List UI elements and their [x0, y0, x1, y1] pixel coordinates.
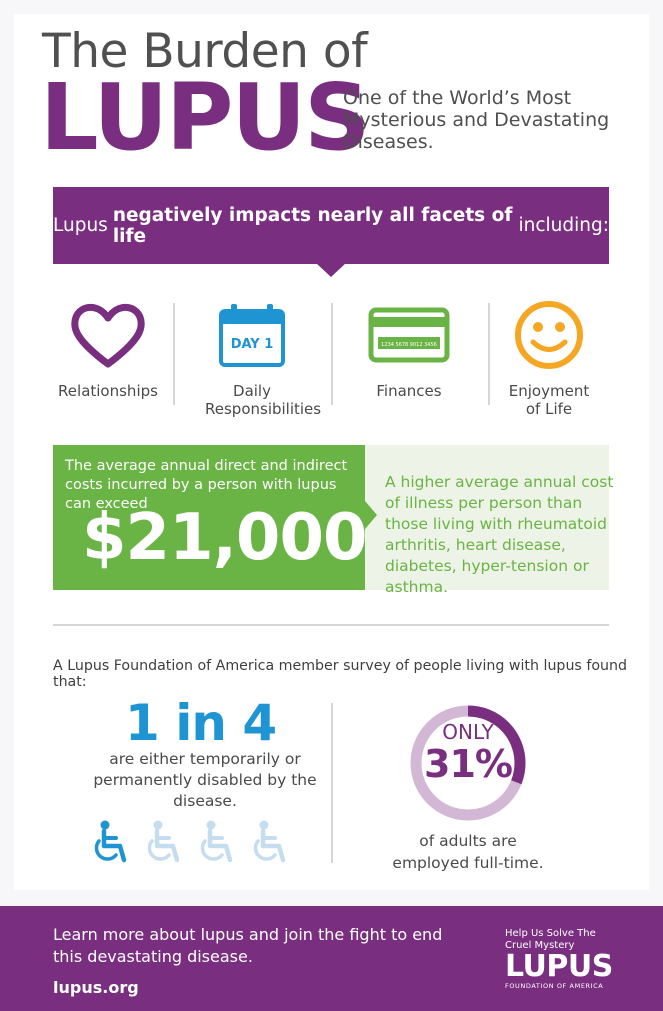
logo-wordmark: LUPUS: [505, 949, 613, 984]
cost-comparison-panel: A higher average annual cost of illness …: [365, 445, 613, 596]
cost-description: The average annual direct and indirect c…: [65, 458, 348, 512]
cost-pointer: [365, 501, 377, 529]
facet-divider: [173, 303, 175, 405]
employment-description: of adults are employed full-time.: [392, 832, 544, 872]
heart-icon: [33, 300, 183, 370]
footer-cta: Learn more about lupus and join the figh…: [53, 925, 443, 966]
facet-label: Daily Responsibilities: [205, 382, 322, 418]
logo-tagline: Help Us Solve The Cruel Mystery: [505, 928, 596, 951]
facet-finances: 1234 5678 9012 3456 Finances: [334, 300, 484, 400]
facet-label: Enjoyment of Life: [508, 382, 590, 418]
cost-comparison: A higher average annual cost of illness …: [385, 473, 614, 596]
cost-amount: $21,000: [82, 501, 367, 575]
subtitle: One of the World’s Most Mysterious and D…: [343, 87, 610, 153]
facet-label: Relationships: [58, 382, 158, 400]
employment-prefix: ONLY: [442, 720, 494, 744]
calendar-icon-text: DAY 1: [231, 337, 274, 352]
card-number-text: 1234 5678 9012 3456: [381, 342, 437, 348]
employment-stat: 31%: [424, 742, 513, 786]
facet-label: Finances: [376, 382, 442, 400]
logo-org: FOUNDATION OF AMERICA: [505, 982, 604, 990]
lfa-logo: Help Us Solve The Cruel Mystery LUPUS FO…: [505, 928, 615, 990]
disabled-stat: 1 in 4: [125, 694, 277, 752]
banner-pointer: [316, 263, 346, 277]
wheelchair-icon: [253, 820, 286, 863]
cost-panel: The average annual direct and indirect c…: [53, 445, 367, 590]
employment-ring: [410, 705, 526, 821]
section-divider: [53, 624, 609, 626]
facet-divider: [331, 303, 333, 405]
facet-daily-responsibilities: DAY 1 Daily Responsibilities: [177, 300, 327, 418]
facet-divider: [488, 303, 490, 405]
employment-ring-label: ONLY 31%: [408, 720, 528, 784]
footer-link[interactable]: lupus.org: [53, 978, 139, 997]
banner-suffix: including:: [518, 215, 610, 236]
banner-emphasis: negatively impacts nearly all facets of …: [112, 204, 513, 247]
facet-enjoyment: Enjoyment of Life: [474, 300, 624, 418]
facets-banner: Lupus negatively impacts nearly all face…: [53, 187, 609, 264]
calendar-icon: DAY 1: [177, 300, 327, 370]
banner-prefix: Lupus: [53, 215, 108, 236]
facet-relationships: Relationships: [33, 300, 183, 400]
title-line1: The Burden of: [42, 24, 368, 79]
smiley-icon: [474, 300, 624, 370]
survey-intro: A Lupus Foundation of America member sur…: [53, 658, 627, 690]
employment-ring-fill: [410, 705, 526, 821]
wheelchair-icons: [90, 820, 300, 868]
footer: Learn more about lupus and join the figh…: [0, 906, 663, 1011]
wheelchair-icon: [94, 820, 127, 863]
disabled-description: are either temporarily or permanently di…: [93, 750, 317, 810]
wheelchair-icon: [147, 820, 180, 863]
title-lupus: LUPUS: [40, 64, 370, 171]
credit-card-icon: 1234 5678 9012 3456: [334, 300, 484, 370]
survey-divider: [331, 703, 333, 863]
wheelchair-icon: [200, 820, 233, 863]
